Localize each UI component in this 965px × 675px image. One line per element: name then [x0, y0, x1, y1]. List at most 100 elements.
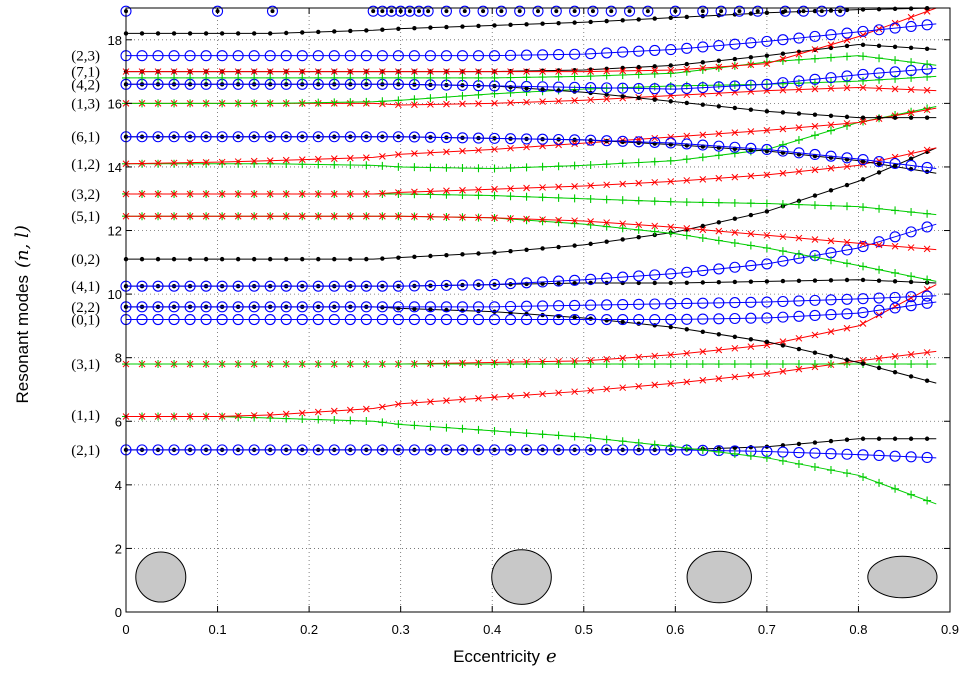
data-point — [282, 190, 290, 198]
data-point — [550, 5, 562, 17]
data-point — [235, 31, 241, 36]
mode-label: (7,1) — [71, 65, 100, 81]
data-point — [456, 313, 469, 326]
data-point — [604, 92, 609, 97]
data-point — [426, 360, 435, 369]
y-axis-title-group: Resonant modes (n, l) — [12, 225, 33, 403]
data-point — [649, 83, 661, 95]
data-point — [506, 360, 515, 369]
data-point — [539, 216, 546, 223]
data-point — [537, 276, 549, 288]
data-point — [232, 313, 244, 326]
data-point — [490, 164, 499, 173]
data-point — [187, 31, 193, 36]
data-point — [392, 444, 404, 456]
data-point — [170, 99, 179, 108]
data-point — [394, 189, 403, 198]
data-point — [523, 98, 530, 106]
data-point — [411, 188, 418, 196]
data-point — [138, 413, 146, 420]
data-point — [731, 344, 739, 352]
data-point — [394, 420, 403, 429]
data-point — [364, 256, 369, 262]
data-point — [778, 247, 787, 256]
data-point — [634, 70, 643, 79]
data-point — [216, 301, 228, 313]
data-point — [730, 198, 739, 207]
data-point — [697, 265, 709, 277]
data-point — [296, 50, 308, 62]
data-point — [298, 73, 307, 82]
data-point — [588, 316, 593, 321]
data-point — [892, 369, 898, 375]
data-point — [371, 9, 376, 14]
data-point — [362, 68, 370, 75]
data-point — [619, 180, 627, 188]
data-point — [698, 233, 707, 242]
data-point — [588, 241, 593, 247]
data-point — [442, 423, 451, 432]
data-point — [376, 50, 388, 62]
data-point — [732, 445, 738, 451]
data-point — [540, 21, 545, 26]
data-point — [427, 149, 434, 157]
data-point — [603, 355, 611, 363]
data-point — [617, 46, 629, 58]
data-point — [715, 130, 723, 138]
data-point — [875, 84, 883, 92]
shape-ellipse — [135, 551, 187, 603]
data-point — [459, 396, 466, 403]
data-point — [136, 280, 148, 292]
data-point — [328, 313, 340, 326]
data-point — [138, 99, 147, 108]
data-point — [481, 9, 486, 14]
data-point — [780, 343, 786, 348]
data-point — [282, 159, 291, 168]
mode-label: (5,1) — [71, 209, 100, 225]
data-point — [921, 451, 933, 463]
data-point — [490, 360, 499, 369]
data-point — [416, 9, 421, 14]
data-point — [330, 155, 338, 162]
data-point — [682, 444, 691, 453]
data-point — [139, 256, 145, 262]
data-point — [923, 146, 931, 154]
data-point — [761, 35, 773, 47]
data-point — [506, 163, 515, 172]
data-point — [601, 135, 613, 147]
data-point — [923, 349, 931, 356]
data-point — [408, 444, 420, 456]
data-point — [737, 9, 742, 14]
data-point — [378, 73, 387, 82]
data-point — [697, 297, 709, 309]
data-point — [538, 430, 547, 439]
data-point — [380, 256, 385, 261]
data-point — [601, 272, 613, 284]
data-point — [635, 179, 643, 187]
data-point — [908, 115, 914, 120]
x-tick-label: 0.1 — [209, 622, 227, 637]
data-point — [346, 416, 355, 425]
data-point — [780, 110, 786, 115]
data-point — [554, 162, 563, 171]
data-point — [488, 444, 501, 456]
data-point — [216, 444, 228, 456]
data-point — [264, 280, 276, 292]
data-point — [212, 5, 224, 17]
data-point — [745, 312, 757, 324]
data-point — [232, 131, 244, 143]
data-point — [571, 97, 578, 104]
data-point — [636, 95, 641, 101]
data-point — [316, 29, 321, 35]
data-point — [668, 280, 673, 286]
data-point — [748, 107, 754, 112]
data-point — [538, 193, 547, 202]
data-point — [569, 274, 581, 286]
data-point — [650, 197, 659, 206]
mode-label: (0,1) — [71, 313, 100, 329]
data-point — [332, 256, 337, 262]
data-point — [618, 437, 627, 446]
data-point — [328, 301, 340, 313]
data-point — [346, 190, 354, 198]
data-point — [362, 161, 371, 170]
